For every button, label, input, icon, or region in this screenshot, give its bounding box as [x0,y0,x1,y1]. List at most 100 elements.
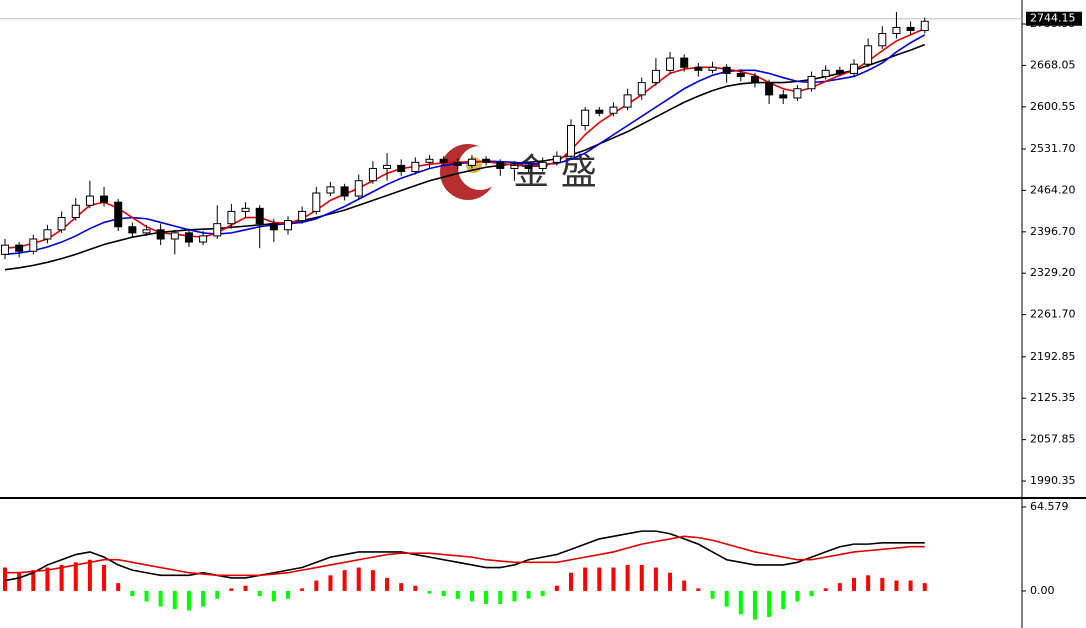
histogram-bar [498,590,503,604]
histogram-bar [583,567,588,591]
histogram-bar [682,580,687,591]
histogram-bar [569,572,573,591]
candle-body [425,158,434,163]
candle-body [340,186,349,197]
histogram-bar [314,580,319,591]
candle-body [71,204,80,219]
histogram-bar [201,590,206,607]
candle-body [637,82,646,96]
histogram-bar [795,590,800,602]
candle-body [850,63,858,74]
candle-body [368,167,377,182]
y-tick-label: 2125.35 [1030,391,1076,404]
candle-body [779,94,788,99]
histogram-bar [172,590,177,610]
y-tick-label: 2396.70 [1030,225,1076,238]
candle-body [128,226,137,234]
histogram-bar [257,590,262,597]
histogram-bar [526,590,531,599]
candle-body [595,109,604,114]
histogram-bar [215,590,220,599]
candle-body [199,235,208,243]
candle-body [383,164,392,169]
current-price-box [1026,11,1082,26]
histogram-bar [356,567,361,591]
y-tick-label: 64.579 [1030,500,1069,513]
candle-body [878,33,887,47]
candle-body [864,45,873,65]
histogram-bar [17,572,22,591]
candle-body [85,195,94,206]
histogram-bar [696,588,701,591]
candle-body [538,161,547,169]
candle-body [354,180,363,197]
candle-body [100,195,109,203]
candle-body [821,69,830,77]
candle-body [609,106,618,114]
candle-body [906,26,915,31]
candle-body [623,94,632,108]
histogram-bar [611,567,616,591]
histogram-bar [894,580,899,591]
candle-body [142,229,151,234]
candle-body [835,69,844,74]
candle-body [666,57,675,71]
candle-body [892,26,901,35]
candle-body [524,164,533,169]
histogram-bar [455,590,460,599]
candle-body [467,158,476,166]
candle-body [439,158,448,163]
indicator-line [4,34,926,256]
histogram-bar [73,562,78,591]
histogram-bar [427,590,432,594]
histogram-bar [597,567,602,591]
histogram-bar [243,585,248,591]
histogram-bar [880,577,885,591]
histogram-bar [3,567,7,591]
histogram-bar [413,585,418,591]
histogram-bar [31,570,36,591]
histogram-bar [922,583,927,591]
y-tick-label: 1990.35 [1030,474,1076,487]
histogram-bar [385,577,390,591]
histogram-bar [158,590,163,607]
histogram-bar [45,567,50,591]
candle-body [920,20,929,31]
candle-body [397,164,406,173]
candle-body [1,244,9,255]
histogram-bar [809,590,814,597]
y-tick-label: 2600.55 [1030,100,1076,113]
candle-body [57,217,66,231]
histogram-bar [908,580,913,591]
candle-body [736,72,745,77]
histogram-bar [441,590,446,597]
candle-body [496,161,505,169]
candle-body [750,75,759,84]
candle-body [170,232,179,240]
histogram-bar [554,585,559,591]
y-tick-label: 2261.70 [1030,308,1076,321]
candle-body [213,223,222,237]
histogram-bar [271,590,276,602]
candle-body [326,186,335,194]
candle-body [453,161,462,166]
histogram-bar [229,588,234,591]
candle-body [241,207,250,212]
candle-body [255,207,264,225]
histogram-bar [738,590,743,615]
histogram-bar [852,577,856,591]
histogram-bar [59,564,64,591]
histogram-bar [484,590,489,604]
indicator-line [5,535,925,577]
histogram-bar [87,559,92,591]
candle-body [411,161,420,173]
histogram-bar [342,570,347,591]
histogram-bar [752,590,757,620]
histogram-bar [837,583,842,591]
histogram-bar [710,590,715,599]
candle-body [114,201,123,228]
histogram-bar [399,583,404,591]
candle-body [43,229,52,240]
